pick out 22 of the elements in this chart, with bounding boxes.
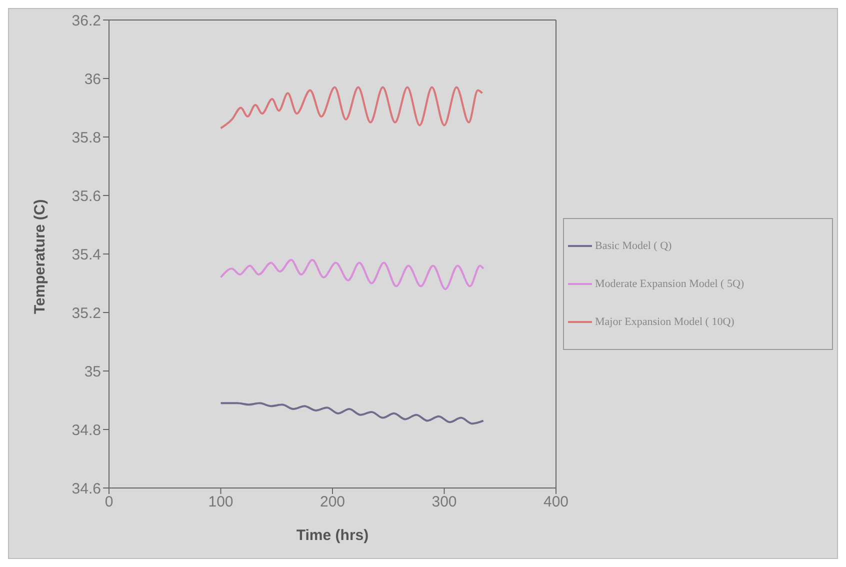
y-tick-label: 35.8 <box>72 129 101 146</box>
y-tick-label: 35.6 <box>72 188 101 205</box>
y-tick-label: 34.6 <box>72 480 101 498</box>
x-tick-label: 100 <box>208 494 234 511</box>
y-tick-label: 35 <box>84 363 101 380</box>
legend-label: Basic Model ( Q) <box>595 240 672 252</box>
line-series <box>220 402 484 425</box>
y-tick-label: 35.4 <box>72 246 101 264</box>
x-tick-label: 400 <box>543 494 569 511</box>
x-tick-label: 300 <box>432 494 457 511</box>
y-tick-label: 36.2 <box>72 12 101 30</box>
legend-label: Major Expansion Model ( 10Q) <box>595 316 734 328</box>
line-series <box>220 258 484 290</box>
y-tick-label: 36 <box>84 70 101 88</box>
y-tick-label: 34.8 <box>72 422 101 439</box>
line-series <box>220 86 484 130</box>
y-axis-title: Temperature (C) <box>31 199 48 314</box>
legend-label: Moderate Expansion Model ( 5Q) <box>595 278 744 290</box>
y-tick-label: 35.2 <box>72 304 101 322</box>
x-tick-label: 200 <box>320 494 346 511</box>
x-axis-title: Time (hrs) <box>296 527 369 544</box>
x-tick-label: 0 <box>104 494 114 511</box>
